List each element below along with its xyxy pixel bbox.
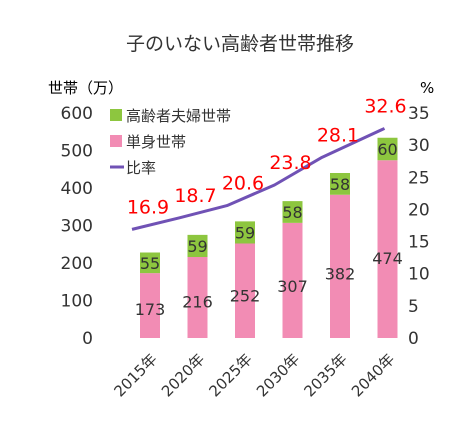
legend-swatch-1 — [110, 135, 122, 147]
bar-single-0 — [140, 273, 160, 338]
x-tick-1: 2020年 — [158, 350, 208, 400]
label-single-4: 382 — [325, 265, 356, 284]
bar-couple-5 — [377, 137, 398, 161]
label-single-1: 216 — [182, 293, 213, 312]
left-tick-6: 600 — [61, 104, 93, 124]
label-couple-3: 58 — [282, 203, 302, 222]
left-tick-5: 500 — [61, 142, 93, 162]
legend-label-0: 高齢者夫婦世帯 — [126, 107, 231, 125]
bar-single-1 — [187, 257, 208, 338]
x-tick-2: 2025年 — [205, 350, 255, 400]
ratio-label-0: 16.9 — [127, 196, 169, 218]
ratio-label-5: 32.6 — [364, 95, 406, 117]
legend-swatch-0 — [110, 109, 122, 121]
right-axis-unit: % — [420, 79, 434, 97]
right-tick-6: 30 — [408, 136, 430, 156]
left-tick-2: 200 — [61, 254, 93, 274]
right-tick-7: 35 — [408, 104, 430, 124]
label-single-2: 252 — [230, 286, 261, 305]
legend-label-2: 比率 — [126, 159, 156, 177]
right-axis-ticks: 0 5 10 15 20 25 30 35 — [408, 104, 430, 349]
right-tick-1: 5 — [408, 297, 419, 317]
x-tick-5: 2040年 — [348, 350, 398, 400]
x-tick-4: 2035年 — [300, 350, 350, 400]
label-couple-5: 60 — [377, 140, 397, 159]
bar-single-5 — [377, 160, 398, 338]
label-single-5: 474 — [372, 249, 403, 268]
bar-single-2 — [235, 243, 255, 338]
label-couple-0: 55 — [140, 254, 160, 273]
ratio-label-4: 28.1 — [317, 124, 359, 146]
ratio-label-3: 23.8 — [269, 152, 311, 174]
bar-couple-2 — [235, 221, 255, 244]
right-tick-0: 0 — [408, 329, 419, 349]
left-axis-unit: 世帯（万） — [48, 79, 123, 97]
ratio-polyline — [131, 127, 386, 231]
legend-label-1: 単身世帯 — [126, 133, 186, 151]
ratio-label-2: 20.6 — [222, 173, 264, 195]
bar-single-3 — [282, 222, 303, 338]
right-tick-2: 10 — [408, 265, 430, 285]
left-tick-4: 400 — [61, 179, 93, 199]
x-tick-3: 2030年 — [253, 350, 303, 400]
ratio-label-1: 18.7 — [174, 185, 216, 207]
bar-single-4 — [330, 194, 350, 338]
label-single-3: 307 — [277, 277, 308, 296]
right-tick-4: 20 — [408, 200, 430, 220]
bar-couple-1 — [187, 234, 208, 257]
bar-couple-0 — [140, 252, 160, 274]
left-axis-ticks: 0 100 200 300 400 500 600 — [61, 104, 93, 349]
right-tick-5: 25 — [408, 168, 430, 188]
bars: 173 55 216 59 252 59 307 58 382 58 474 60 — [135, 137, 403, 338]
chart-title: 子のいない高齢者世帯推移 — [126, 33, 354, 55]
label-couple-1: 59 — [187, 237, 207, 256]
left-tick-1: 100 — [61, 292, 93, 312]
x-tick-0: 2015年 — [110, 350, 160, 400]
left-tick-0: 0 — [82, 329, 93, 349]
bar-couple-4 — [330, 173, 350, 195]
label-couple-4: 58 — [330, 175, 350, 194]
left-tick-3: 300 — [61, 217, 93, 237]
label-couple-2: 59 — [235, 223, 255, 242]
ratio-line: 16.918.7 20.623.8 28.132.6 — [127, 95, 407, 231]
right-tick-3: 15 — [408, 233, 430, 253]
bar-couple-3 — [282, 201, 303, 223]
label-single-0: 173 — [135, 300, 166, 319]
